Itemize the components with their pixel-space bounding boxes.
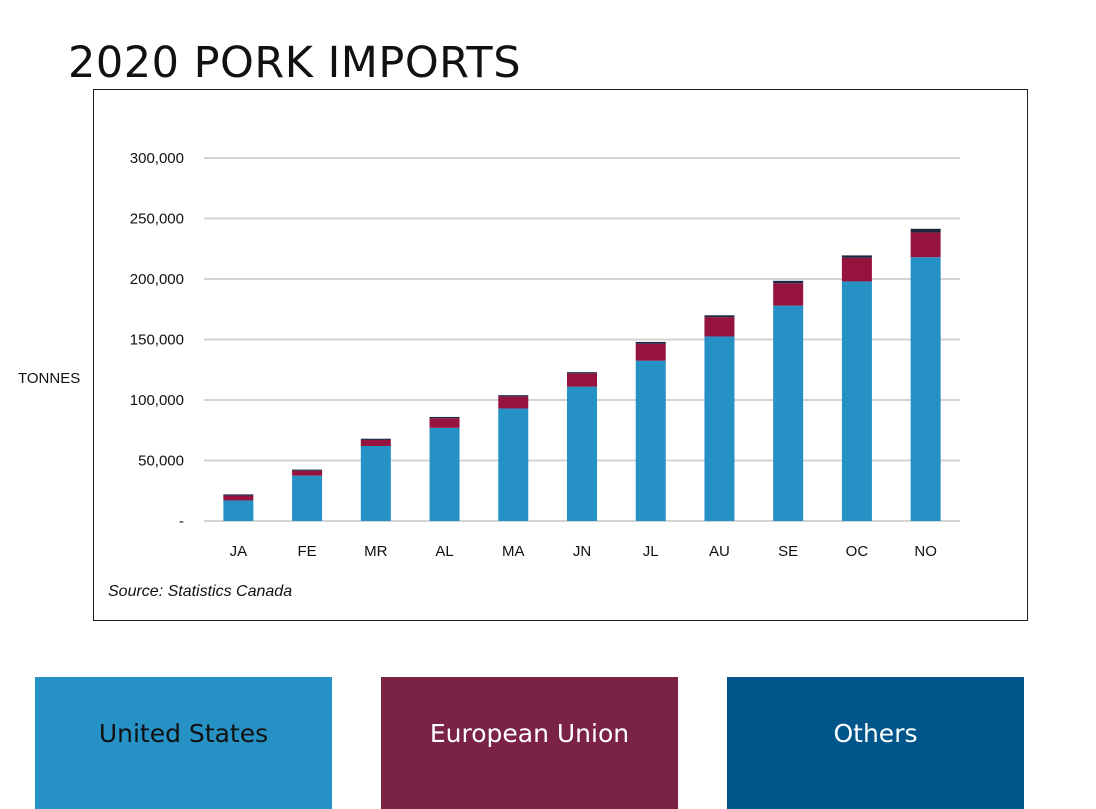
- bar-segment-others: [635, 341, 666, 344]
- bar-segment-european-union: [498, 396, 529, 409]
- chart-frame: - 50,000 100,000 150,000 200,000 250,000 300,0…: [93, 89, 1028, 621]
- bar-segment-european-union: [360, 439, 391, 446]
- bar-segment-united-states: [223, 500, 254, 521]
- x-tick-label: MA: [502, 543, 524, 560]
- source-note: Source: Statistics Canada: [108, 583, 293, 600]
- bar-segment-united-states: [567, 386, 597, 521]
- bar-segment-others: [773, 280, 804, 284]
- bar-segment-united-states: [910, 257, 941, 521]
- y-tick-label: 300,000: [130, 150, 184, 167]
- x-tick-label: SE: [778, 543, 798, 560]
- bar-segment-others: [704, 315, 735, 318]
- bar-segment-united-states: [360, 445, 391, 521]
- y-tick-label: 50,000: [138, 453, 184, 470]
- y-axis-label: TONNES: [18, 370, 81, 387]
- bar-segment-others: [429, 416, 460, 419]
- bar-segment-united-states: [841, 281, 872, 521]
- legend-european-union: European Union: [381, 677, 678, 809]
- legend-label-united-states: United States: [98, 719, 269, 748]
- y-tick-labels: - 50,000 100,000 150,000 200,000 250,000 300,0…: [130, 150, 184, 530]
- bar-segment-united-states: [773, 305, 804, 521]
- y-tick-label: 250,000: [130, 211, 184, 228]
- y-tick-label: 200,000: [130, 271, 184, 288]
- bar-segment-others: [567, 372, 597, 374]
- bar-segment-others: [498, 395, 529, 397]
- bar-segment-united-states: [429, 427, 460, 521]
- bar-segment-others: [360, 438, 391, 440]
- stacked-bar-chart: - 50,000 100,000 150,000 200,000 250,000 300,0…: [130, 150, 960, 560]
- bar-segment-european-union: [704, 317, 735, 337]
- bar-segment-european-union: [567, 373, 597, 387]
- bar-segment-european-union: [429, 418, 460, 428]
- bars: [223, 228, 941, 521]
- x-tick-label: AL: [435, 543, 453, 560]
- bar-segment-united-states: [635, 360, 666, 521]
- x-tick-label: JN: [573, 543, 591, 560]
- x-tick-label: FE: [298, 543, 317, 560]
- bar-segment-others: [910, 228, 941, 233]
- x-tick-label: OC: [846, 543, 869, 560]
- bar-segment-united-states: [704, 336, 735, 521]
- bar-segment-others: [223, 494, 254, 496]
- y-tick-label: 150,000: [130, 332, 184, 349]
- x-tick-label: AU: [709, 543, 730, 560]
- legend-united-states: United States: [35, 677, 332, 809]
- legend-label-others: Others: [833, 719, 918, 748]
- chart-title: 2020 PORK IMPORTS: [68, 38, 521, 88]
- bar-segment-others: [841, 255, 872, 258]
- bar-segment-united-states: [292, 475, 323, 521]
- bar-segment-european-union: [292, 470, 323, 476]
- y-tick-label: -: [179, 513, 184, 530]
- bar-segment-european-union: [841, 257, 872, 282]
- bar-segment-others: [292, 469, 323, 471]
- bar-segment-united-states: [498, 408, 529, 521]
- legend-others: Others: [727, 677, 1024, 809]
- x-tick-labels: JA FE MR AL MA JN JL AU SE OC NO: [230, 543, 937, 560]
- bar-segment-european-union: [635, 343, 666, 361]
- y-tick-label: 100,000: [130, 392, 184, 409]
- bar-segment-european-union: [773, 283, 804, 306]
- bar-segment-european-union: [223, 495, 254, 501]
- x-tick-label: NO: [914, 543, 937, 560]
- legend-label-european-union: European Union: [429, 719, 630, 748]
- x-tick-label: MR: [364, 543, 387, 560]
- x-tick-label: JL: [643, 543, 659, 560]
- x-tick-label: JA: [230, 543, 248, 560]
- bar-segment-european-union: [910, 232, 941, 258]
